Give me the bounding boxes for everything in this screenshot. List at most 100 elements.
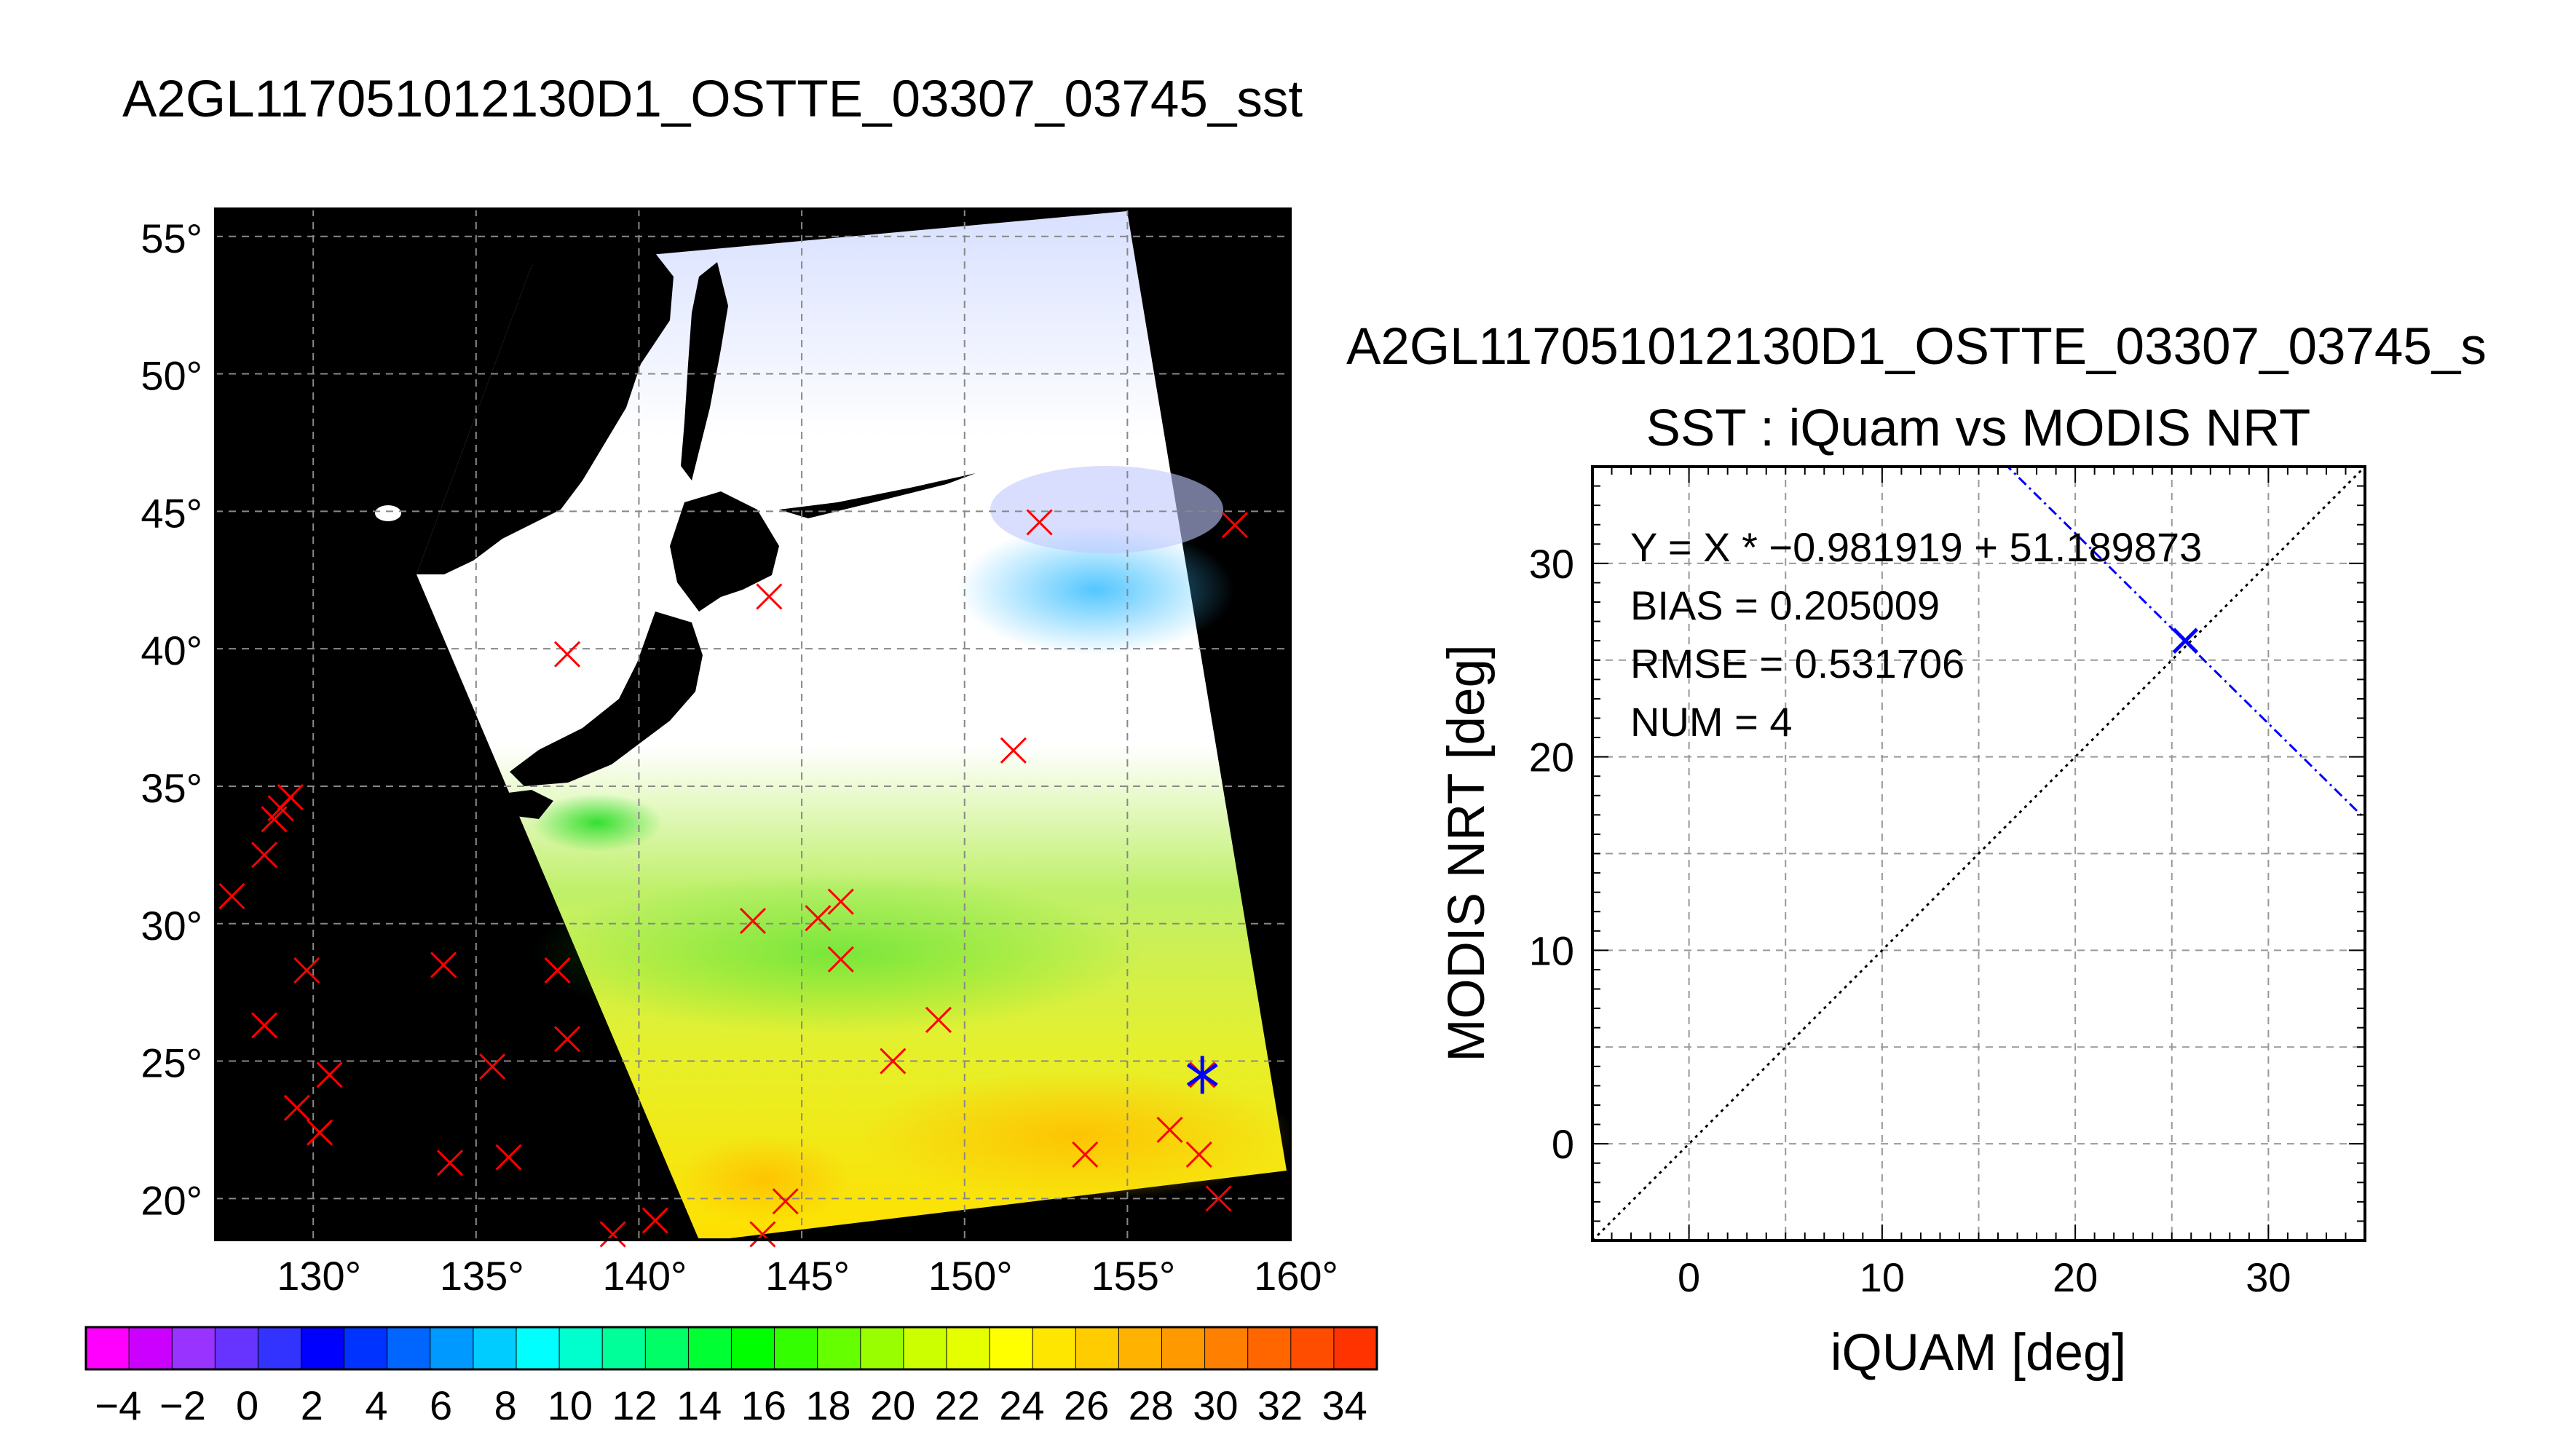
colorbar-cell bbox=[903, 1327, 947, 1369]
colorbar-cell bbox=[1032, 1327, 1076, 1369]
colorbar-cell bbox=[602, 1327, 646, 1369]
cold-water-patch bbox=[957, 524, 1234, 655]
y-axis-label: MODIS NRT [deg] bbox=[1438, 644, 1496, 1061]
colorbar-cell bbox=[1290, 1327, 1335, 1369]
station-marker bbox=[251, 1012, 278, 1039]
regression-equation: Y = X * −0.981919 + 51.189873 bbox=[1630, 524, 2202, 570]
scatter-title-line1: A2GL117051012130D1_OSTTE_03307_03745_s bbox=[1346, 318, 2487, 376]
y-tick-labels: 0 10 20 30 bbox=[1529, 541, 1574, 1167]
station-marker bbox=[827, 888, 854, 915]
station-marker bbox=[553, 641, 581, 668]
colorbar-cell bbox=[688, 1327, 732, 1369]
station-marker-stroke bbox=[749, 1221, 776, 1248]
station-marker-stroke bbox=[1185, 1141, 1212, 1168]
colorbar-cell bbox=[86, 1327, 130, 1369]
sst-colorbar: −4 −2 0 2 4 6 8 10 12 14 16 18 20 22 24 26 28 30 32 34 bbox=[84, 1326, 1378, 1428]
station-marker-stroke bbox=[495, 1144, 522, 1171]
station-marker bbox=[749, 1221, 776, 1248]
station-marker-stroke bbox=[277, 784, 304, 811]
lon-tick-label: 130° bbox=[277, 1253, 361, 1299]
station-marker bbox=[1156, 1116, 1183, 1144]
lat-tick-label: 45° bbox=[141, 490, 202, 536]
colorbar-cell bbox=[1075, 1327, 1119, 1369]
lon-tick-label: 155° bbox=[1091, 1253, 1175, 1299]
warm-water-patch bbox=[859, 1070, 1290, 1201]
station-marker bbox=[251, 842, 278, 869]
cool-water-patch bbox=[990, 466, 1223, 553]
station-marker bbox=[805, 905, 832, 932]
station-marker-stroke bbox=[1221, 512, 1249, 539]
colorbar-frame bbox=[84, 1326, 1378, 1371]
station-marker bbox=[1026, 509, 1053, 536]
colorbar-cells bbox=[86, 1327, 1378, 1369]
bias-annotation: BIAS = 0.205009 bbox=[1630, 582, 1940, 628]
station-marker-stroke bbox=[544, 957, 571, 984]
one-to-one-line bbox=[1592, 467, 2365, 1241]
colorbar-tick-labels: −4 −2 0 2 4 6 8 10 12 14 16 18 20 22 24 26 28 30 32 34 bbox=[95, 1382, 1367, 1428]
longitude-labels: 130° 135° 140° 145° 150° 155° 160° bbox=[277, 1253, 1338, 1299]
station-marker-stroke bbox=[218, 882, 245, 910]
colorbar-tick-label: 10 bbox=[548, 1382, 593, 1428]
station-marker-stroke bbox=[283, 1094, 310, 1121]
rmse-annotation: RMSE = 0.531706 bbox=[1630, 641, 1964, 687]
station-marker-stroke bbox=[479, 1053, 506, 1080]
station-marker bbox=[277, 784, 304, 811]
station-marker bbox=[1221, 512, 1249, 539]
colorbar-tick-label: 32 bbox=[1257, 1382, 1303, 1428]
colorbar-cell bbox=[258, 1327, 302, 1369]
y-tick-label: 10 bbox=[1529, 927, 1574, 973]
colorbar-tick-label: 20 bbox=[870, 1382, 915, 1428]
station-marker bbox=[430, 951, 457, 978]
scatter-title-line2: SST : iQuam vs MODIS NRT bbox=[1646, 400, 2311, 457]
green-water-patch bbox=[532, 794, 663, 852]
station-marker-stroke bbox=[436, 1150, 464, 1176]
station-marker-stroke bbox=[1205, 1185, 1232, 1212]
plot-points bbox=[2172, 628, 2199, 654]
lat-tick-label: 35° bbox=[141, 765, 202, 811]
plot-annotations: Y = X * −0.981919 + 51.189873 BIAS = 0.20… bbox=[1630, 524, 2202, 745]
colorbar-tick-label: 24 bbox=[999, 1382, 1044, 1428]
land-mainland-asia bbox=[416, 253, 674, 574]
lon-tick-label: 150° bbox=[928, 1253, 1013, 1299]
station-marker-stroke bbox=[251, 842, 278, 869]
station-marker-stroke bbox=[553, 1026, 581, 1053]
colorbar-tick-label: 16 bbox=[741, 1382, 786, 1428]
station-marker-stroke bbox=[1000, 737, 1027, 764]
station-marker bbox=[1205, 1185, 1232, 1212]
colorbar-cell bbox=[129, 1327, 173, 1369]
colorbar-tick-label: 30 bbox=[1193, 1382, 1238, 1428]
station-marker-stroke bbox=[1072, 1141, 1099, 1168]
lon-tick-label: 140° bbox=[603, 1253, 687, 1299]
x-tick-label: 0 bbox=[1678, 1254, 1700, 1300]
colorbar-cell bbox=[990, 1327, 1033, 1369]
land-kuril-islands bbox=[779, 473, 976, 518]
station-marker bbox=[599, 1221, 626, 1248]
colorbar-tick-label: −2 bbox=[159, 1382, 206, 1428]
station-marker bbox=[1185, 1141, 1212, 1168]
colorbar-tick-label: 28 bbox=[1129, 1382, 1174, 1428]
station-marker-stroke bbox=[316, 1061, 343, 1088]
station-marker bbox=[925, 1006, 952, 1033]
colorbar-tick-label: 12 bbox=[612, 1382, 657, 1428]
land-hokkaido bbox=[670, 491, 779, 612]
station-marker bbox=[1072, 1141, 1099, 1168]
station-marker bbox=[544, 957, 571, 984]
colorbar-tick-label: 0 bbox=[236, 1382, 258, 1428]
station-marker bbox=[436, 1150, 464, 1176]
station-marker-stroke bbox=[827, 888, 854, 915]
map-title: A2GL117051012130D1_OSTTE_03307_03745_sst bbox=[122, 71, 1303, 128]
station-marker-stroke bbox=[641, 1207, 668, 1234]
colorbar-cell bbox=[1333, 1327, 1378, 1369]
colorbar-cell bbox=[645, 1327, 689, 1369]
colorbar-tick-label: −4 bbox=[95, 1382, 141, 1428]
colorbar-cell bbox=[172, 1327, 216, 1369]
colorbar-cell bbox=[860, 1327, 904, 1369]
lat-tick-label: 55° bbox=[141, 215, 202, 261]
station-marker-stroke bbox=[430, 951, 457, 978]
station-marker bbox=[307, 1119, 333, 1146]
station-marker bbox=[756, 583, 783, 610]
colorbar-tick-label: 22 bbox=[935, 1382, 980, 1428]
colorbar-tick-label: 18 bbox=[805, 1382, 850, 1428]
sst-map: 55° 50° 45° 40° 35° 30° 25° 20° 130° 135° 140° 145… bbox=[141, 207, 1338, 1299]
